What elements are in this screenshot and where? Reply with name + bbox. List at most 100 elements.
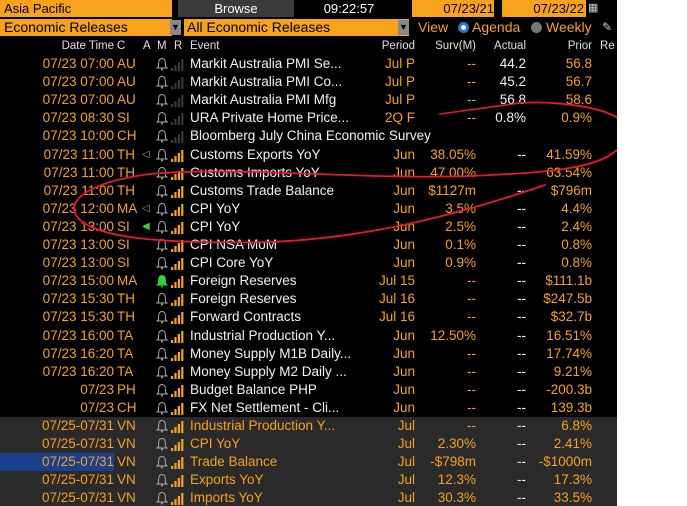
bell-alert-icon[interactable] xyxy=(156,220,168,234)
event-name-cell[interactable]: Markit Australia PMI Mfg xyxy=(190,92,337,107)
table-row[interactable]: 07/23 08:30 SI URA Private Home Price... 2Q… xyxy=(0,109,617,127)
bell-alert-icon[interactable] xyxy=(156,184,168,198)
event-name-cell[interactable]: Industrial Production Y... xyxy=(190,418,336,433)
bell-alert-icon[interactable] xyxy=(156,329,168,343)
bell-alert-icon[interactable] xyxy=(156,491,168,505)
col-period[interactable]: Period xyxy=(381,40,415,52)
table-row[interactable]: 07/25-07/31 VN Exports YoY Jul 12.3% -- 17.3% xyxy=(0,471,617,489)
event-name-cell[interactable]: CPI YoY xyxy=(190,219,241,234)
bell-alert-icon[interactable] xyxy=(156,93,168,107)
end-date-field[interactable]: 07/23/22 xyxy=(502,0,586,17)
table-row[interactable]: 07/23 07:00 AU Markit Australia PMI Se... J… xyxy=(0,55,617,73)
table-row[interactable]: 07/25-07/31 VN Industrial Production Y... J… xyxy=(0,417,617,435)
event-name-cell[interactable]: Customs Exports YoY xyxy=(190,147,321,162)
table-row[interactable]: 07/23 07:00 AU Markit Australia PMI Co... J… xyxy=(0,73,617,91)
table-row[interactable]: 07/23 PH Budget Balance PHP Jun -- -- -200.3b xyxy=(0,381,617,399)
col-r[interactable]: R xyxy=(174,40,183,52)
bell-alert-icon[interactable] xyxy=(156,383,168,397)
agenda-radio[interactable] xyxy=(458,22,469,33)
event-name-cell[interactable]: Customs Trade Balance xyxy=(190,183,335,198)
event-name-cell[interactable]: Markit Australia PMI Co... xyxy=(190,74,343,89)
event-name-cell[interactable]: CPI NSA MoM xyxy=(190,237,278,252)
bell-alert-icon[interactable] xyxy=(156,419,168,433)
bell-alert-icon[interactable] xyxy=(156,365,168,379)
bell-alert-icon[interactable] xyxy=(156,292,168,306)
bell-alert-icon[interactable] xyxy=(156,347,168,361)
event-name-cell[interactable]: Imports YoY xyxy=(190,490,263,505)
bell-alert-icon[interactable] xyxy=(156,256,168,270)
table-row[interactable]: 07/23 CH FX Net Settlement - Cli... Jun -- --… xyxy=(0,399,617,417)
category-dropdown[interactable]: Economic Releases xyxy=(0,19,172,36)
weekly-label[interactable]: Weekly xyxy=(546,19,592,35)
table-row[interactable]: 07/23 07:00 AU Markit Australia PMI Mfg Jul… xyxy=(0,91,617,109)
table-row[interactable]: 07/23 15:00 MA Foreign Reserves Jul 15 -- -- $… xyxy=(0,272,617,290)
table-row[interactable]: 07/23 11:00 TH ◁ Customs Exports YoY Jun 38.0… xyxy=(0,146,617,164)
bell-alert-icon[interactable] xyxy=(156,57,168,71)
event-name-cell[interactable]: CPI YoY xyxy=(190,201,241,216)
col-revised[interactable]: Re xyxy=(600,40,615,52)
date-time-cell: 07/23 16:20 xyxy=(42,346,114,361)
settings-icon[interactable]: ✎ xyxy=(602,20,613,34)
speaker-icon[interactable]: ◁ xyxy=(142,149,150,160)
table-row[interactable]: 07/23 16:20 TA Money Supply M2 Daily ... Ju… xyxy=(0,363,617,381)
region-selector[interactable]: Asia Pacific xyxy=(0,0,172,17)
bell-alert-icon[interactable] xyxy=(156,202,168,216)
event-name-cell[interactable]: CPI Core YoY xyxy=(190,255,274,270)
bell-alert-icon[interactable] xyxy=(156,166,168,180)
bell-alert-icon[interactable] xyxy=(156,111,168,125)
bell-alert-icon[interactable] xyxy=(156,129,168,143)
releases-dropdown[interactable]: All Economic Releases xyxy=(184,19,409,36)
table-row[interactable]: 07/23 15:30 TH Forward Contracts Jul 16 -- --… xyxy=(0,308,617,326)
bell-alert-icon[interactable] xyxy=(156,310,168,324)
calendar-icon[interactable]: ▦ xyxy=(588,2,599,14)
bell-alert-icon[interactable] xyxy=(156,437,168,451)
event-name-cell[interactable]: Exports YoY xyxy=(190,472,264,487)
weekly-radio[interactable] xyxy=(531,22,542,33)
table-row[interactable]: 07/23 13:00 SI CPI NSA MoM Jun 0.1% -- 0.8% xyxy=(0,236,617,254)
event-name-cell[interactable]: Money Supply M2 Daily ... xyxy=(190,364,347,379)
bell-alert-icon[interactable] xyxy=(156,75,168,89)
col-event[interactable]: Event xyxy=(190,40,220,52)
col-actual[interactable]: Actual xyxy=(494,40,526,52)
event-name-cell[interactable]: Forward Contracts xyxy=(190,309,302,324)
agenda-label[interactable]: Agenda xyxy=(472,19,521,35)
event-name-cell[interactable]: Markit Australia PMI Se... xyxy=(190,56,342,71)
event-name-cell[interactable]: Budget Balance PHP xyxy=(190,382,317,397)
bell-alert-icon[interactable] xyxy=(156,401,168,415)
speaker-icon[interactable]: ◀ xyxy=(142,221,150,232)
event-name-cell[interactable]: Money Supply M1B Daily... xyxy=(190,346,352,361)
speaker-icon[interactable]: ◁ xyxy=(142,203,150,214)
chevron-down-icon[interactable]: ▼ xyxy=(398,20,409,35)
event-name-cell[interactable]: CPI YoY xyxy=(190,436,241,451)
chevron-down-icon[interactable]: ▼ xyxy=(170,20,181,35)
col-prior[interactable]: Prior xyxy=(567,40,592,52)
col-surv[interactable]: Surv(M) xyxy=(435,40,476,52)
table-row[interactable]: 07/23 16:00 TA Industrial Production Y... J… xyxy=(0,327,617,345)
event-name-cell[interactable]: FX Net Settlement - Cli... xyxy=(190,400,340,415)
table-row[interactable]: 07/25-07/31 VN Imports YoY Jul 30.3% -- 33.5% xyxy=(0,489,617,506)
col-a[interactable]: A xyxy=(143,40,151,52)
event-name-cell[interactable]: Trade Balance xyxy=(190,454,278,469)
col-datetime[interactable]: Date Time xyxy=(61,40,114,52)
event-name-cell[interactable]: Bloomberg July China Economic Survey xyxy=(190,128,431,143)
col-m[interactable]: M xyxy=(157,40,167,52)
table-row[interactable]: 07/23 15:30 TH Foreign Reserves Jul 16 -- -- $… xyxy=(0,290,617,308)
table-row[interactable]: 07/23 10:00 CH Bloomberg July China Econom… xyxy=(0,127,617,145)
event-name-cell[interactable]: Industrial Production Y... xyxy=(190,328,336,343)
event-name-cell[interactable]: Foreign Reserves xyxy=(190,291,297,306)
browse-button[interactable]: Browse xyxy=(178,0,294,17)
survey-cell: 30.3% xyxy=(437,490,476,505)
bell-alert-icon[interactable] xyxy=(156,473,168,487)
event-name-cell[interactable]: URA Private Home Price... xyxy=(190,110,350,125)
bell-alert-icon[interactable] xyxy=(156,455,168,469)
table-row[interactable]: 07/23 16:20 TA Money Supply M1B Daily... Ju… xyxy=(0,345,617,363)
table-row[interactable]: 07/23 13:00 SI CPI Core YoY Jun 0.9% -- 0.8% xyxy=(0,254,617,272)
event-name-cell[interactable]: Foreign Reserves xyxy=(190,273,297,288)
bell-alert-icon[interactable] xyxy=(156,274,168,288)
table-row[interactable]: 07/23 12:00 MA ◁ CPI YoY Jun 3.5% -- 4.4% xyxy=(0,200,617,218)
table-row[interactable]: 07/25-07/31 VN CPI YoY Jul 2.30% -- 2.41% xyxy=(0,435,617,453)
bell-alert-icon[interactable] xyxy=(156,148,168,162)
col-country[interactable]: C xyxy=(117,40,126,52)
start-date-field[interactable]: 07/23/21 xyxy=(412,0,496,17)
table-row[interactable]: 07/25-07/31 VN Trade Balance Jul -$798m -- -$1… xyxy=(0,453,617,471)
